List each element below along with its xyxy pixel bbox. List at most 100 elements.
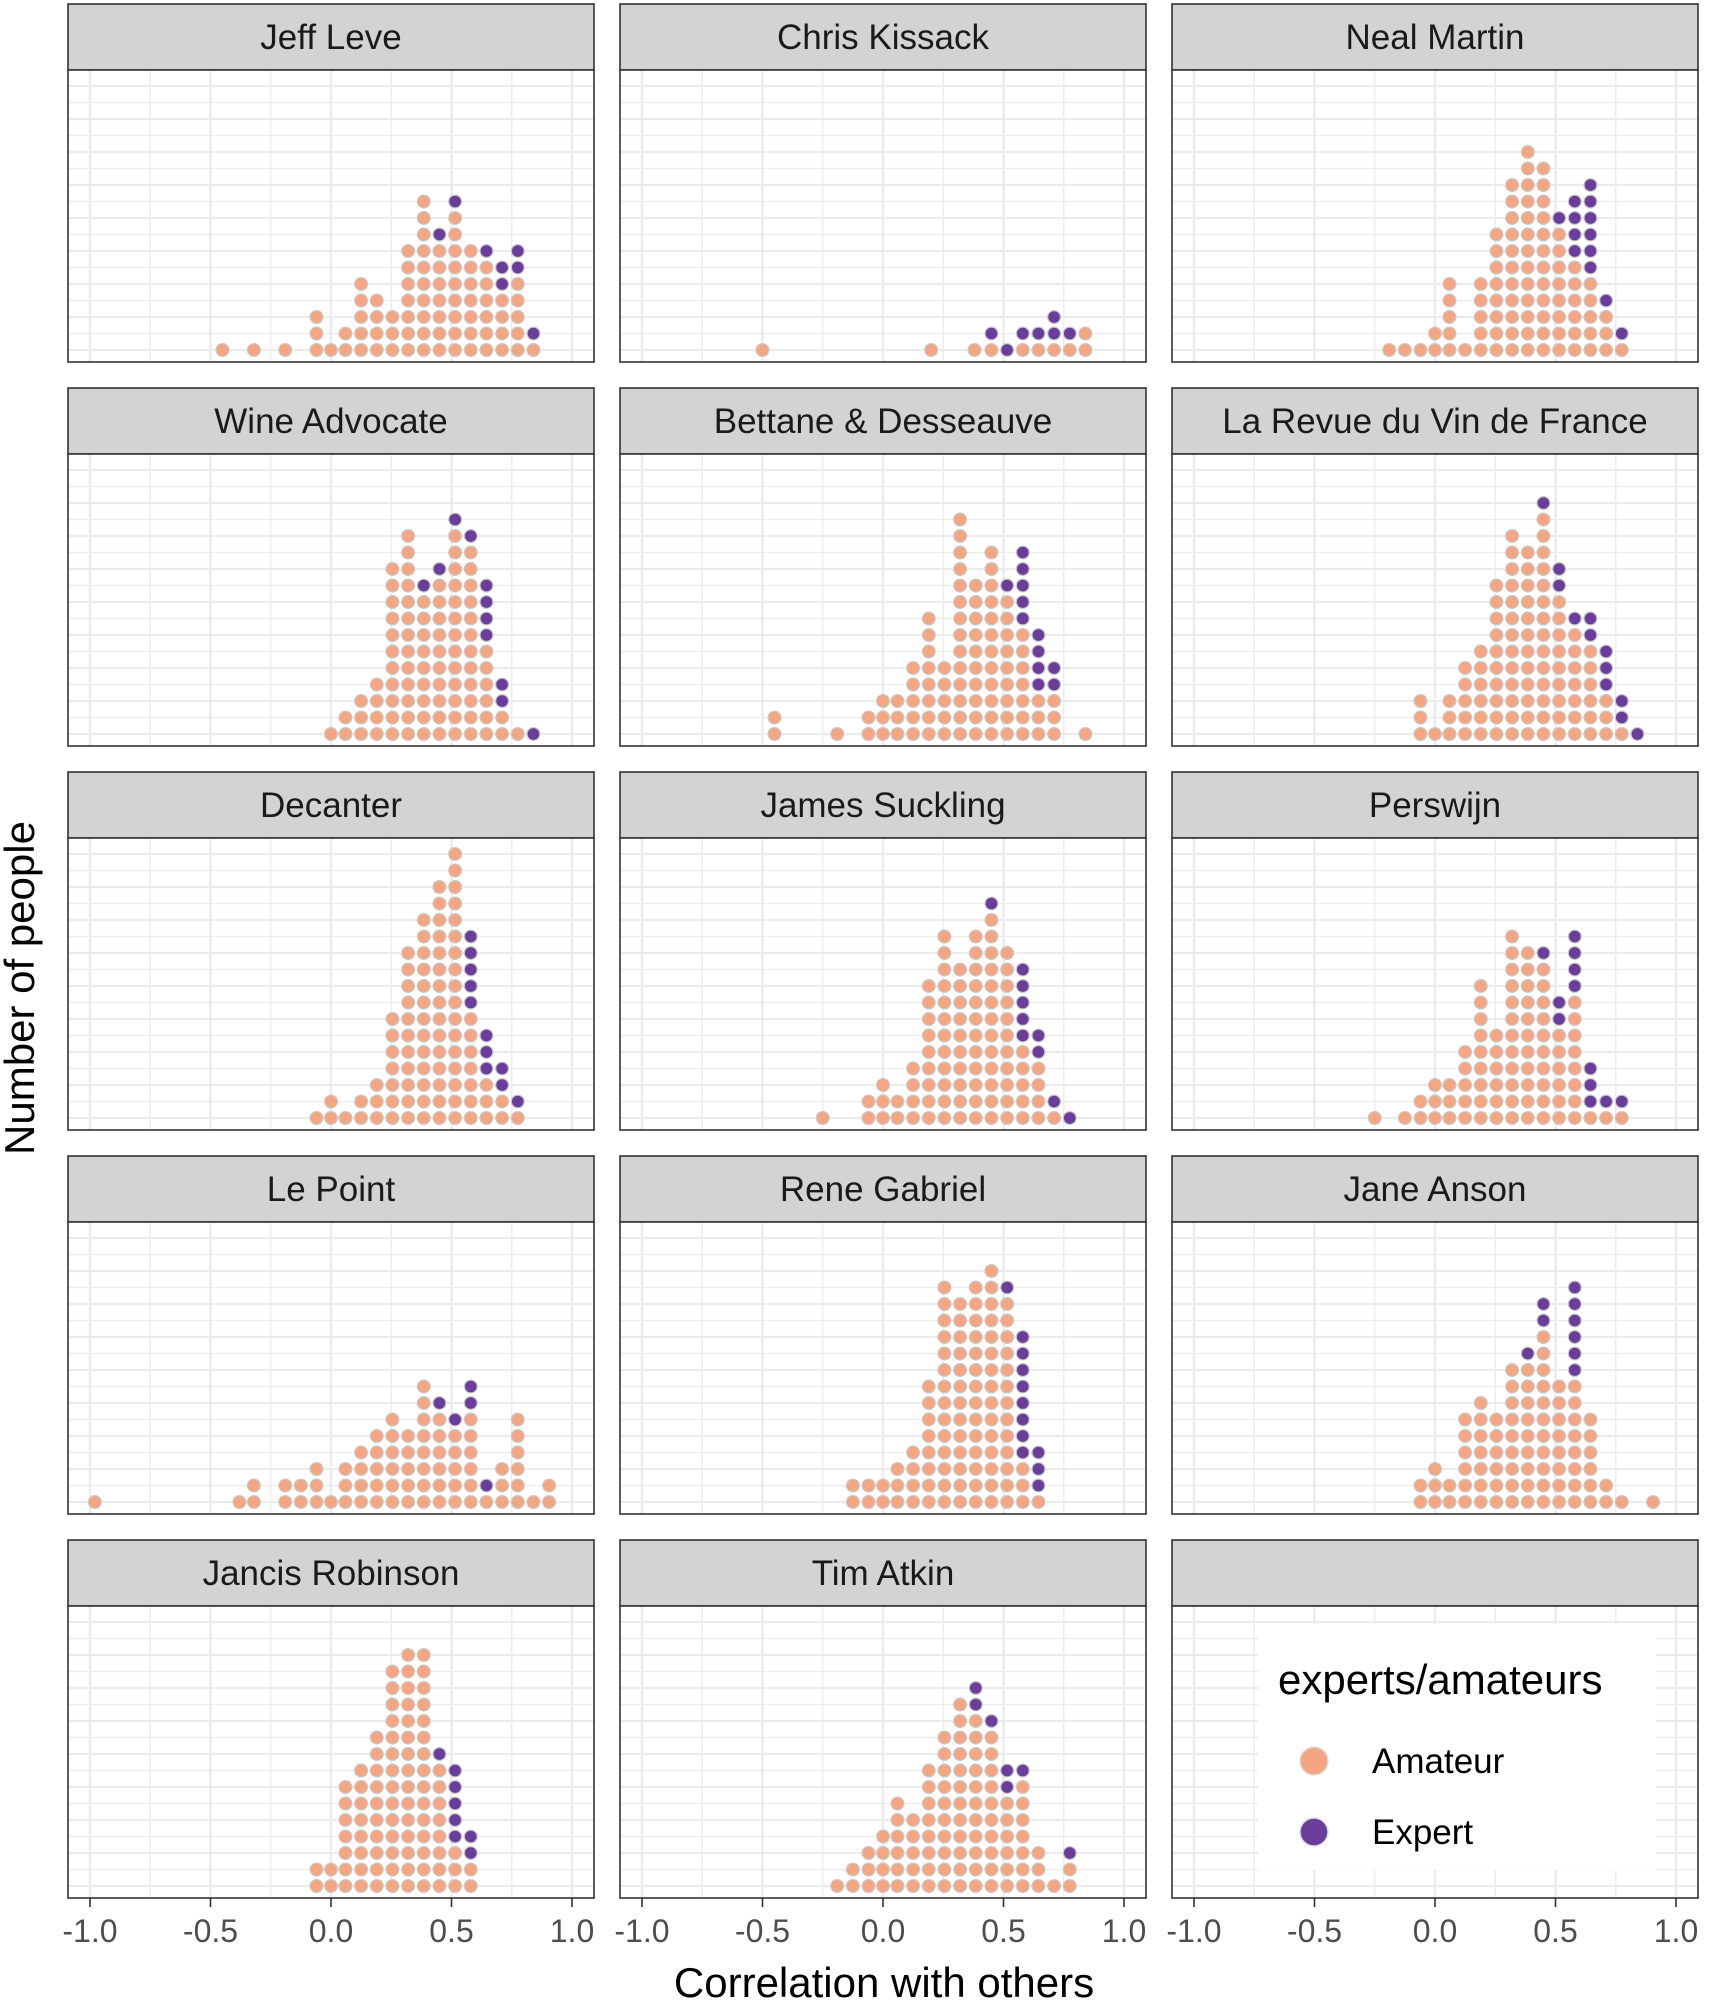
dot-amateur	[1646, 1494, 1661, 1509]
dot-amateur	[463, 726, 478, 741]
dot-amateur	[369, 1779, 384, 1794]
dot-amateur	[448, 1494, 463, 1509]
dot-amateur	[278, 1478, 293, 1493]
dot-amateur	[984, 1845, 999, 1860]
dot-amateur	[416, 326, 431, 341]
dot-amateur	[921, 1445, 936, 1460]
dot-amateur	[463, 545, 478, 560]
dot-expert	[1567, 227, 1582, 242]
dot-amateur	[1567, 1094, 1582, 1109]
dot-expert	[1567, 194, 1582, 209]
dot-amateur	[968, 1110, 983, 1125]
dot-amateur	[1015, 1878, 1030, 1893]
dot-amateur	[1520, 693, 1535, 708]
dot-amateur	[906, 677, 921, 692]
dot-amateur	[968, 1763, 983, 1778]
dot-amateur	[968, 1061, 983, 1076]
dot-amateur	[1505, 211, 1520, 226]
dot-amateur	[354, 1494, 369, 1509]
dot-amateur	[921, 726, 936, 741]
dot-amateur	[937, 1280, 952, 1295]
dot-expert	[1583, 178, 1598, 193]
dot-expert	[1000, 1779, 1015, 1794]
dot-expert	[510, 1094, 525, 1109]
dot-amateur	[338, 1862, 353, 1877]
dot-amateur	[890, 1812, 905, 1827]
dot-amateur	[1473, 710, 1488, 725]
dot-expert	[1567, 611, 1582, 626]
dot-amateur	[1458, 693, 1473, 708]
dot-amateur	[278, 343, 293, 358]
dot-amateur	[1583, 710, 1598, 725]
dot-amateur	[448, 710, 463, 725]
dot-amateur	[1473, 978, 1488, 993]
dot-amateur	[1583, 1478, 1598, 1493]
dot-amateur	[448, 310, 463, 325]
panel-9: Le Point	[67, 1155, 595, 1515]
dot-amateur	[937, 929, 952, 944]
dot-amateur	[432, 1878, 447, 1893]
legend-key-expert	[1299, 1817, 1329, 1847]
dot-amateur	[1505, 1044, 1520, 1059]
dot-amateur	[448, 693, 463, 708]
facet-strip	[619, 1155, 1147, 1223]
dot-amateur	[448, 912, 463, 927]
dot-amateur	[937, 1845, 952, 1860]
dot-amateur	[1505, 644, 1520, 659]
dot-amateur	[984, 677, 999, 692]
dot-amateur	[1520, 343, 1535, 358]
dot-amateur	[463, 1077, 478, 1092]
facet-title: Jeff Leve	[260, 18, 401, 57]
dot-amateur	[1473, 1428, 1488, 1443]
dot-amateur	[890, 1862, 905, 1877]
dot-amateur	[953, 1812, 968, 1827]
dot-amateur	[1614, 343, 1629, 358]
panel-border	[1171, 453, 1699, 747]
dot-amateur	[1614, 1494, 1629, 1509]
dot-amateur	[968, 962, 983, 977]
dot-amateur	[416, 194, 431, 209]
dot-amateur	[1489, 677, 1504, 692]
dot-amateur	[401, 611, 416, 626]
dot-expert	[1015, 611, 1030, 626]
dot-amateur	[1442, 310, 1457, 325]
dot-expert	[1015, 1362, 1030, 1377]
dot-expert	[1614, 710, 1629, 725]
dot-amateur	[1536, 1061, 1551, 1076]
dot-amateur	[463, 1028, 478, 1043]
dot-amateur	[1015, 1845, 1030, 1860]
dot-amateur	[937, 995, 952, 1010]
dot-expert	[1567, 929, 1582, 944]
panel-1: Chris Kissack	[619, 3, 1147, 363]
dot-amateur	[968, 1428, 983, 1443]
dot-amateur	[921, 1862, 936, 1877]
dot-amateur	[401, 310, 416, 325]
dot-amateur	[448, 863, 463, 878]
dot-amateur	[354, 1878, 369, 1893]
dot-amateur	[1567, 1445, 1582, 1460]
dot-amateur	[385, 561, 400, 576]
dot-amateur	[1536, 677, 1551, 692]
dot-expert	[463, 528, 478, 543]
dot-amateur	[1427, 1110, 1442, 1125]
dot-amateur	[953, 693, 968, 708]
dot-amateur	[1520, 293, 1535, 308]
dot-amateur	[1552, 677, 1567, 692]
dot-amateur	[1397, 343, 1412, 358]
dot-amateur	[755, 343, 770, 358]
dot-amateur	[1599, 1494, 1614, 1509]
dot-amateur	[1413, 710, 1428, 725]
dot-amateur	[416, 1829, 431, 1844]
dot-amateur	[1520, 178, 1535, 193]
dot-amateur	[906, 1829, 921, 1844]
dot-amateur	[1458, 1044, 1473, 1059]
dot-amateur	[1583, 1445, 1598, 1460]
dot-amateur	[1520, 326, 1535, 341]
dot-amateur	[432, 1779, 447, 1794]
dot-amateur	[510, 326, 525, 341]
dot-amateur	[1031, 1862, 1046, 1877]
dot-amateur	[845, 1878, 860, 1893]
dot-amateur	[861, 1478, 876, 1493]
dot-amateur	[416, 1077, 431, 1092]
dot-amateur	[1489, 293, 1504, 308]
